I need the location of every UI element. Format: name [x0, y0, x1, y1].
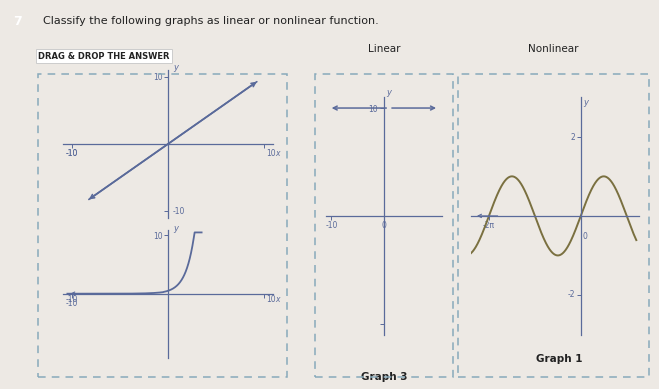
Text: Nonlinear: Nonlinear — [529, 44, 579, 54]
Text: y: y — [583, 98, 588, 107]
Text: Graph 3: Graph 3 — [360, 372, 407, 382]
Text: Graph 2: Graph 2 — [145, 241, 191, 251]
Text: x: x — [275, 149, 280, 158]
Text: y: y — [386, 88, 391, 97]
Text: y: y — [173, 224, 178, 233]
Text: y: y — [173, 63, 178, 72]
Text: x: x — [275, 296, 280, 305]
Text: Graph 1: Graph 1 — [536, 354, 582, 364]
Text: Linear: Linear — [368, 44, 401, 54]
Text: -10: -10 — [173, 207, 185, 216]
Text: DRAG & DROP THE ANSWER: DRAG & DROP THE ANSWER — [38, 52, 170, 61]
Text: -10: -10 — [66, 296, 78, 305]
Text: -2: -2 — [567, 291, 575, 300]
Text: 0: 0 — [583, 232, 588, 241]
Text: 7: 7 — [13, 15, 22, 28]
Text: 10: 10 — [266, 296, 275, 305]
Text: -10: -10 — [66, 149, 78, 158]
Text: Classify the following graphs as linear or nonlinear function.: Classify the following graphs as linear … — [43, 16, 378, 26]
Text: 10: 10 — [266, 149, 275, 158]
